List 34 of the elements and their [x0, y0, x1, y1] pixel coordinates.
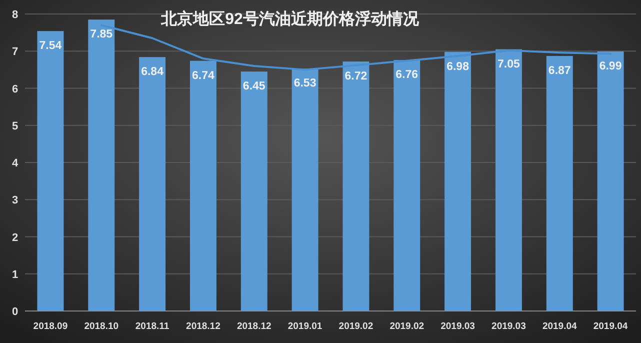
data-label: 7.05 — [498, 58, 520, 70]
y-tick-label: 6 — [12, 83, 18, 96]
x-tick-label: 2018.10 — [84, 321, 119, 332]
x-tick-label: 2019.04 — [542, 321, 578, 332]
data-label: 7.85 — [90, 28, 114, 41]
x-tick-label: 2018.11 — [135, 321, 170, 332]
x-tick-label: 2019.03 — [440, 321, 475, 332]
y-tick-label: 2 — [12, 232, 18, 244]
x-tick-label: 2018.12 — [186, 321, 220, 332]
x-tick-label: 2018.12 — [236, 321, 272, 332]
y-tick-label: 7 — [12, 46, 18, 58]
chart-title: 北京地区92号汽油近期价格浮动情况 — [160, 10, 420, 28]
data-label: 6.45 — [242, 80, 266, 93]
data-label: 6.76 — [396, 69, 418, 82]
x-tick-label: 2018.09 — [33, 321, 68, 332]
x-tick-label: 2019.03 — [492, 321, 526, 332]
data-label: 6.84 — [141, 66, 164, 78]
x-tick-label: 2019.01 — [288, 321, 323, 332]
y-tick-label: 4 — [12, 158, 19, 170]
data-label: 6.74 — [192, 70, 215, 82]
data-label: 6.72 — [344, 70, 368, 83]
y-tick-label: 0 — [12, 306, 18, 318]
y-tick-label: 3 — [12, 194, 18, 207]
y-tick-label: 1 — [12, 268, 18, 281]
data-label: 6.53 — [294, 78, 316, 90]
data-label: 6.99 — [599, 60, 622, 72]
x-tick-label: 2019.02 — [338, 321, 374, 332]
x-tick-label: 2019.02 — [390, 321, 424, 332]
data-label: 6.87 — [548, 64, 571, 77]
x-tick-label: 2019.04 — [593, 321, 628, 332]
data-label: 6.98 — [446, 60, 470, 73]
y-tick-label: 8 — [12, 9, 18, 21]
data-label: 7.54 — [39, 40, 62, 52]
y-tick-label: 5 — [12, 120, 18, 132]
